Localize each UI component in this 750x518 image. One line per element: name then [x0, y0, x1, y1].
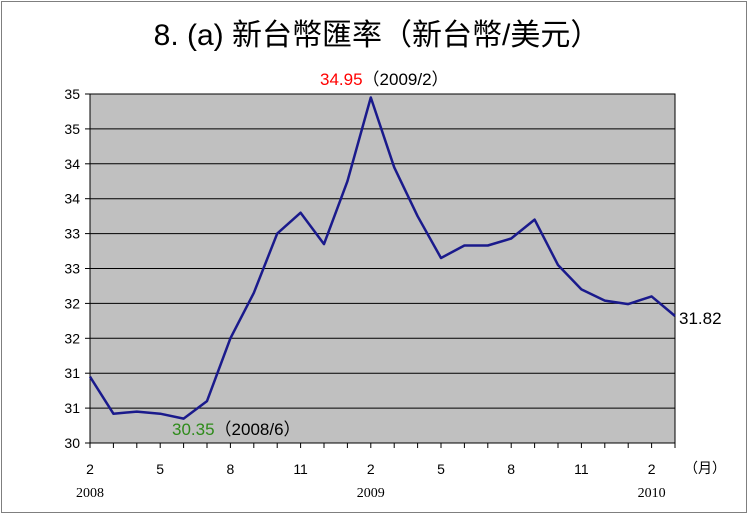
max-annotation: 34.95（2009/2）	[320, 70, 449, 89]
y-tick-label: 30	[64, 435, 80, 451]
x-axis-ticks: 2 5 8 11 2 5 8 11 2 2008 2009 2010	[76, 443, 675, 501]
y-axis-ticks: 30 31 31 32 32 33 33 34 34 35 35	[64, 86, 90, 451]
y-tick-label: 35	[64, 86, 80, 102]
x-year-label: 2008	[76, 486, 104, 501]
x-tick-label: 8	[227, 461, 235, 477]
max-date: （2009/2）	[363, 70, 449, 89]
min-date: （2008/6）	[215, 420, 301, 439]
x-unit-label: （月）	[684, 460, 726, 476]
y-tick-label: 35	[64, 121, 80, 137]
y-tick-label: 31	[64, 365, 80, 381]
last-value-annotation: 31.82	[679, 309, 722, 328]
x-tick-label: 5	[437, 461, 445, 477]
y-tick-label: 34	[64, 191, 80, 207]
y-tick-label: 32	[64, 330, 80, 346]
x-tick-label: 2	[86, 461, 94, 477]
y-tick-label: 33	[64, 226, 80, 242]
y-tick-label: 31	[64, 400, 80, 416]
max-value: 34.95	[320, 70, 363, 89]
chart-title: 8. (a) 新台幣匯率（新台幣/美元）	[154, 19, 601, 52]
x-year-label: 2009	[357, 486, 385, 501]
x-tick-label: 5	[156, 461, 164, 477]
min-annotation: 30.35（2008/6）	[172, 420, 301, 439]
y-tick-label: 34	[64, 156, 80, 172]
min-value: 30.35	[172, 420, 215, 439]
x-tick-label: 2	[367, 461, 375, 477]
x-year-label: 2010	[638, 486, 666, 501]
x-tick-label: 8	[507, 461, 515, 477]
x-tick-label: 11	[574, 461, 589, 477]
x-tick-label: 11	[293, 461, 308, 477]
y-tick-label: 32	[64, 295, 80, 311]
y-tick-label: 33	[64, 261, 80, 277]
x-tick-label: 2	[648, 461, 656, 477]
